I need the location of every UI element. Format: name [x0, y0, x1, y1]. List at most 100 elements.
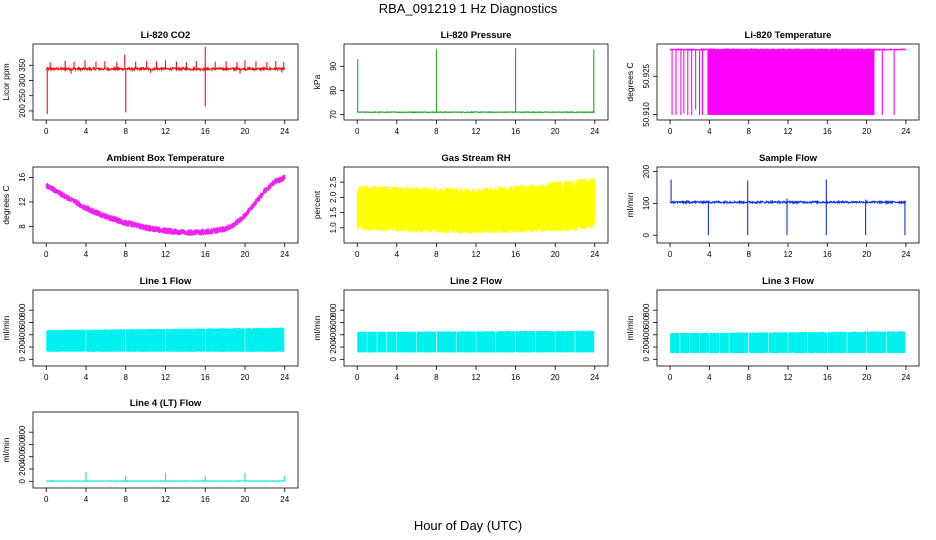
data-line — [45, 174, 286, 236]
y-axis-label: Licor ppm — [1, 63, 11, 100]
x-tick-label: 24 — [901, 250, 910, 259]
series-2 — [356, 48, 596, 114]
page-title: RBA_091219 1 Hz Diagnostics — [378, 1, 558, 16]
x-tick-label: 0 — [355, 127, 360, 136]
panel-title: Line 1 Flow — [140, 276, 192, 287]
plot-frame — [656, 289, 920, 367]
y-tick-label: 50.910 — [642, 102, 651, 127]
panel-title: Li-820 CO2 — [141, 30, 191, 41]
x-tick-label: 12 — [161, 127, 170, 136]
x-tick-label: 8 — [124, 373, 129, 382]
y-tick-label: 2.5 — [329, 176, 338, 188]
x-tick-label: 0 — [44, 250, 49, 259]
y-tick-label: 70 — [329, 110, 338, 119]
x-tick-label: 4 — [84, 373, 89, 382]
y-tick-label: 600 — [18, 437, 27, 451]
x-tick-label: 4 — [707, 250, 712, 259]
x-tick-label: 24 — [590, 373, 599, 382]
series-3 — [669, 47, 907, 115]
panel-7: Line 1 Flow ml/min 0 4 8 12 16 20 24 0 20040060080… — [1, 276, 299, 382]
x-tick-label: 0 — [355, 250, 360, 259]
x-tick-label: 16 — [201, 373, 210, 382]
y-tick-label: 50.925 — [642, 63, 651, 88]
x-tick-label: 16 — [511, 373, 520, 382]
x-tick-label: 16 — [511, 127, 520, 136]
panel-title: Ambient Box Temperature — [106, 153, 224, 164]
x-tick-label: 24 — [280, 250, 289, 259]
panel-title: Li-820 Pressure — [441, 30, 512, 41]
y-tick-label: 400 — [642, 328, 651, 342]
y-tick-label: 0 — [642, 357, 651, 362]
x-tick-label: 12 — [472, 250, 481, 259]
y-tick-label: 2.0 — [329, 191, 338, 203]
panel-9: Line 3 Flow ml/min 0 4 8 12 16 20 24 0 20040060080… — [625, 276, 920, 382]
x-tick-label: 4 — [707, 127, 712, 136]
series-4 — [45, 174, 286, 236]
panel-3: Li-820 Temperature degrees C 0 4 8 12 16 20 24 50… — [625, 30, 920, 136]
x-tick-label: 8 — [746, 250, 751, 259]
x-tick-label: 4 — [395, 250, 400, 259]
data-band — [670, 331, 906, 354]
series-6 — [669, 179, 907, 236]
x-tick-label: 0 — [668, 127, 673, 136]
x-tick-label: 12 — [784, 373, 793, 382]
y-tick-label: 800 — [329, 303, 338, 317]
panel-title: Sample Flow — [759, 153, 818, 164]
y-tick-label: 100 — [642, 196, 651, 210]
x-tick-label: 24 — [280, 373, 289, 382]
x-tick-label: 20 — [241, 495, 250, 504]
x-tick-label: 4 — [84, 250, 89, 259]
series-5 — [356, 177, 596, 234]
y-tick-label: 1.5 — [329, 206, 338, 218]
panel-title: Line 2 Flow — [450, 276, 502, 287]
panel-title: Li-820 Temperature — [745, 30, 832, 41]
x-tick-label: 24 — [280, 127, 289, 136]
x-tick-label: 4 — [707, 373, 712, 382]
panel-title: Line 4 (LT) Flow — [130, 398, 202, 409]
plot-frame — [343, 289, 609, 367]
x-tick-label: 4 — [84, 495, 89, 504]
x-tick-label: 20 — [551, 373, 560, 382]
plot-frame — [656, 166, 920, 244]
x-tick-label: 24 — [901, 373, 910, 382]
y-tick-label: 600 — [642, 315, 651, 329]
y-axis-label: ml/min — [312, 315, 322, 340]
x-tick-label: 24 — [280, 495, 289, 504]
data-band — [707, 49, 875, 115]
y-tick-label: 8 — [18, 224, 27, 229]
x-tick-label: 16 — [823, 373, 832, 382]
x-tick-label: 8 — [124, 495, 129, 504]
y-tick-label: 800 — [18, 303, 27, 317]
y-tick-label: 600 — [329, 315, 338, 329]
y-tick-label: 400 — [18, 450, 27, 464]
x-tick-label: 12 — [472, 373, 481, 382]
panel-4: Ambient Box Temperature degrees C 0 4 8 12 16 2… — [1, 153, 299, 259]
panel-6: Sample Flow ml/min 0 4 8 12 16 20 24 0 100 200 — [625, 153, 920, 259]
x-axis-title: Hour of Day (UTC) — [413, 518, 523, 533]
x-tick-label: 20 — [862, 373, 871, 382]
y-axis-label: degrees C — [625, 62, 635, 101]
panel-title: Gas Stream RH — [441, 153, 510, 164]
y-tick-label: 350 — [18, 58, 27, 72]
x-tick-label: 16 — [201, 250, 210, 259]
y-tick-label: 0 — [18, 479, 27, 484]
x-tick-label: 16 — [511, 250, 520, 259]
panel-1: Li-820 CO2 Licor ppm 0 4 8 12 16 20 24 200 2503003… — [1, 30, 299, 136]
y-tick-label: 200 — [642, 164, 651, 178]
y-axis-label: percent — [312, 190, 322, 219]
data-band — [357, 330, 595, 353]
x-tick-label: 8 — [746, 127, 751, 136]
y-axis-label: degrees C — [1, 185, 11, 224]
plot-frame — [343, 43, 609, 121]
y-tick-label: 1.0 — [329, 222, 338, 234]
data-line — [669, 199, 907, 206]
series-7 — [46, 327, 285, 352]
x-tick-label: 20 — [551, 250, 560, 259]
x-tick-label: 0 — [44, 127, 49, 136]
x-tick-label: 12 — [161, 495, 170, 504]
series-9 — [670, 331, 906, 354]
y-tick-label: 200 — [18, 462, 27, 476]
panel-10: Line 4 (LT) Flow ml/min 0 4 8 12 16 20 24 0 200400… — [1, 398, 299, 504]
x-tick-label: 24 — [590, 127, 599, 136]
